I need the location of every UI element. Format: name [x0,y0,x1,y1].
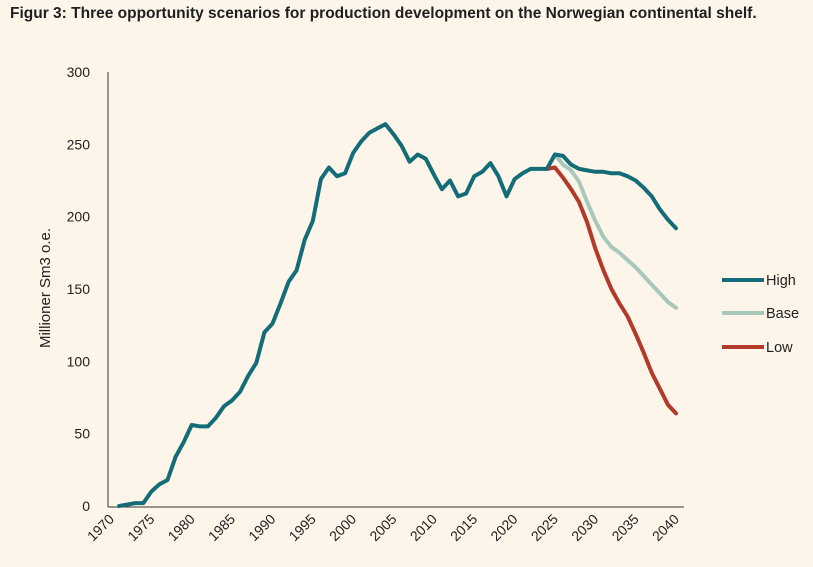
x-tick-label: 1995 [286,511,319,544]
x-tick-label: 1975 [124,511,157,544]
x-tick-label: 2020 [487,511,520,544]
x-tick-label: 1985 [205,511,238,544]
series-lines [117,122,678,508]
series-line-historical [117,122,549,508]
y-axis-title: Millioner Sm3 o.e. [37,228,54,348]
x-tick-label: 1990 [245,511,278,544]
y-tick-label: 150 [67,281,91,297]
y-axis: 0 50 100 150 200 250 300 [67,64,109,514]
x-tick-label: 2040 [649,511,682,544]
y-tick-label: 300 [67,64,91,80]
legend-label-high: High [766,273,796,289]
y-tick-label: 100 [67,353,91,369]
legend-label-low: Low [766,340,793,356]
legend-label-base: Base [766,306,799,322]
x-tick-label: 2010 [407,511,440,544]
y-tick-label: 250 [67,136,91,152]
series-line-base [544,152,678,310]
x-axis: 1970 1975 1980 1985 1990 1995 2000 2005 2010 2015… [84,506,684,544]
x-tick-label: 2025 [528,511,561,544]
figure-title: Figur 3: Three opportunity scenarios for… [10,5,757,22]
x-tick-label: 2030 [568,511,601,544]
y-tick-label: 50 [74,426,90,442]
y-tick-label: 0 [82,498,90,514]
y-tick-label: 200 [67,209,91,225]
x-tick-label: 2035 [608,511,641,544]
series-line-high [544,152,678,231]
x-tick-label: 1980 [164,511,197,544]
series-line-low [544,165,678,416]
x-tick-label: 1970 [84,511,117,544]
legend: High Base Low [722,273,799,356]
x-tick-label: 2015 [447,511,480,544]
x-tick-label: 2000 [326,511,359,544]
x-tick-label: 2005 [366,511,399,544]
